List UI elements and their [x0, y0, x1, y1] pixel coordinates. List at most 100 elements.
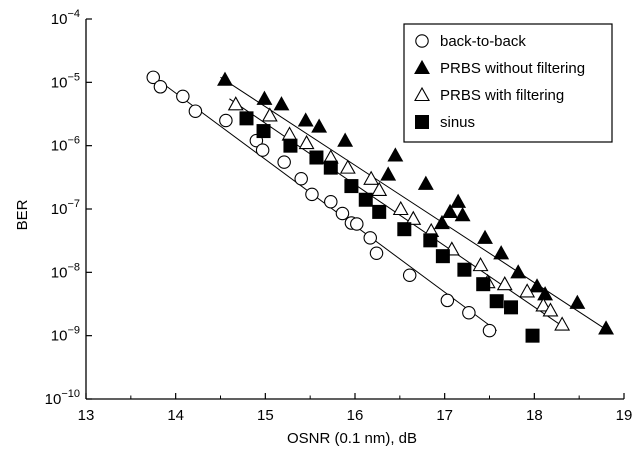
data-points: [146, 70, 615, 343]
point-series-3: [435, 249, 450, 264]
point-series-3: [504, 300, 519, 315]
point-series-3: [309, 150, 324, 165]
y-tick-label: 10−6: [51, 135, 80, 155]
point-series-3: [344, 179, 359, 194]
fit-line-1: [220, 76, 609, 332]
point-series-1: [569, 294, 586, 309]
point-series-1: [537, 286, 554, 301]
point-series-0: [146, 70, 161, 85]
point-series-0: [176, 89, 190, 104]
point-series-0: [255, 143, 270, 157]
point-series-0: [482, 323, 497, 338]
point-series-1: [454, 207, 471, 222]
x-tick-label: 15: [257, 407, 274, 424]
point-series-2: [339, 159, 356, 174]
legend-label: back-to-back: [440, 33, 526, 50]
point-series-2: [535, 297, 552, 312]
point-series-3: [256, 124, 271, 139]
y-tick-label: 10−5: [51, 71, 80, 91]
point-series-2: [298, 134, 315, 150]
point-series-3: [283, 138, 298, 153]
point-series-2: [371, 181, 388, 196]
point-series-3: [423, 233, 438, 248]
fit-line-0: [151, 74, 497, 332]
point-series-2: [363, 170, 380, 185]
legend-box: [403, 23, 613, 143]
point-series-0: [188, 104, 203, 118]
point-series-0: [153, 80, 168, 94]
legend-label: PRBS with filtering: [440, 87, 564, 104]
point-series-1: [442, 203, 458, 218]
y-tick-label: 10−7: [51, 198, 80, 218]
x-tick-label: 13: [78, 407, 95, 424]
point-series-3: [489, 294, 504, 309]
y-tick-label: 10−10: [45, 388, 80, 408]
point-series-3: [525, 328, 540, 343]
point-series-1: [598, 320, 615, 335]
point-series-3: [358, 192, 373, 207]
point-series-3: [476, 277, 491, 292]
y-tick-label: 10−4: [51, 8, 80, 28]
point-series-0: [277, 155, 291, 169]
point-series-1: [380, 166, 397, 181]
point-series-0: [402, 268, 417, 282]
x-tick-label: 17: [436, 407, 453, 424]
point-series-3: [457, 262, 472, 277]
x-tick-label: 19: [616, 407, 633, 424]
legend-marker: [414, 86, 430, 102]
x-tick-label: 16: [347, 407, 364, 424]
y-tick-label: 10−8: [51, 261, 80, 281]
x-tick-label: 18: [526, 407, 543, 424]
point-series-2: [496, 276, 513, 291]
point-series-2: [472, 256, 489, 272]
point-series-1: [493, 245, 510, 260]
legend-marker: [414, 59, 430, 75]
point-series-0: [305, 187, 319, 202]
point-series-1: [434, 214, 450, 230]
point-series-0: [363, 231, 377, 245]
point-series-3: [323, 160, 338, 175]
point-series-1: [450, 193, 467, 208]
y-tick-label: 10−9: [51, 325, 80, 345]
point-series-0: [440, 293, 455, 308]
point-series-1: [477, 229, 493, 244]
x-tick-label: 14: [167, 407, 184, 424]
legend-label: PRBS without filtering: [440, 60, 585, 77]
point-series-1: [529, 278, 545, 293]
point-series-1: [256, 90, 273, 105]
point-series-1: [510, 264, 527, 279]
point-series-3: [372, 204, 387, 219]
point-series-1: [337, 132, 354, 147]
point-series-1: [297, 112, 314, 127]
point-series-1: [417, 175, 434, 190]
point-series-2: [281, 126, 298, 141]
x-axis-title: OSNR (0.1 nm), dB: [287, 430, 417, 447]
legend-label: sinus: [440, 114, 475, 131]
point-series-3: [397, 222, 412, 237]
point-series-1: [311, 118, 328, 133]
point-series-2: [519, 283, 536, 298]
point-series-1: [273, 96, 290, 111]
point-series-2: [261, 107, 278, 122]
point-series-2: [542, 302, 559, 317]
point-series-2: [227, 96, 244, 111]
point-series-2: [405, 210, 422, 225]
y-axis-title: BER: [14, 199, 31, 230]
legend-marker: [415, 34, 429, 48]
legend-marker: [415, 115, 429, 129]
point-series-3: [239, 111, 254, 126]
point-series-0: [350, 217, 364, 231]
point-series-1: [217, 71, 233, 86]
point-series-0: [335, 206, 350, 221]
point-series-0: [324, 195, 338, 209]
legend: back-to-back PRBS without filtering PRBS w…: [403, 23, 613, 143]
point-series-0: [219, 113, 233, 128]
point-series-0: [369, 246, 384, 261]
point-series-1: [387, 147, 404, 162]
axes: 13 14 15 16 17 18 19 10−4 10−5 10−6 10−7 10−8 10−9 10…: [45, 8, 633, 424]
point-series-2: [392, 200, 409, 216]
point-series-0: [294, 172, 308, 186]
point-series-0: [462, 306, 476, 320]
point-series-2: [554, 316, 571, 331]
